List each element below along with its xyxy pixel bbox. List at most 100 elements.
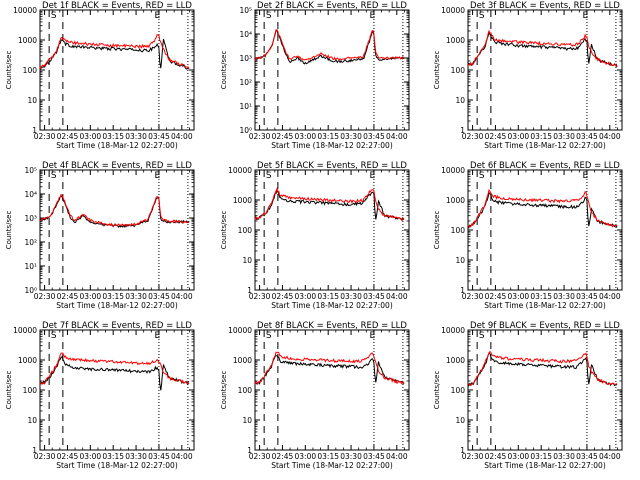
panel-title: Det 4f BLACK = Events, RED = LLD: [42, 161, 192, 171]
y-tick-label: 10000: [441, 6, 465, 15]
x-tick-label: 02:45: [272, 452, 294, 461]
x-tick-label: 02:45: [272, 292, 294, 301]
x-axis-label: Start Time (18-Mar-12 02:27:00): [484, 301, 606, 310]
x-tick-label: 03:00: [80, 132, 102, 141]
panel-title: Det 6f BLACK = Events, RED = LLD: [470, 161, 620, 171]
y-tick-label: 10000: [441, 166, 465, 175]
end-marker: E: [370, 171, 376, 181]
y-tick-label: 1000: [18, 356, 37, 365]
panel-title: Det 7f BLACK = Events, RED = LLD: [42, 321, 192, 331]
y-tick-label: 10: [27, 416, 37, 425]
lld-series-line: [467, 29, 618, 68]
panel-title: Det 2f BLACK = Events, RED = LLD: [257, 1, 407, 11]
y-tick-label: 1: [247, 446, 252, 455]
end-marker: E: [155, 11, 161, 21]
x-tick-label: 02:30: [34, 452, 56, 461]
events-series-line: [39, 38, 190, 70]
x-tick-label: 03:30: [125, 452, 147, 461]
y-tick-label: 10⁰: [239, 126, 252, 135]
events-series-line: [254, 355, 405, 385]
start-marker: S: [479, 331, 485, 341]
x-tick-label: 03:45: [576, 292, 598, 301]
lld-series-line: [467, 188, 618, 228]
lld-series-line: [39, 352, 190, 385]
x-tick-label: 03:00: [508, 132, 530, 141]
y-tick-label: 10000: [13, 6, 37, 15]
x-tick-label: 02:45: [485, 292, 507, 301]
x-tick-label: 03:15: [530, 292, 552, 301]
x-tick-label: 03:15: [102, 292, 124, 301]
x-tick-label: 03:45: [148, 452, 170, 461]
lld-series-line: [39, 33, 190, 70]
x-tick-label: 03:00: [295, 452, 317, 461]
x-tick-label: 03:45: [576, 132, 598, 141]
events-series-line: [39, 195, 190, 229]
events-series-line: [39, 356, 190, 391]
detector-panel-9: Det 9f BLACK = Events, RED = LLD 1 10 100 10…: [433, 321, 623, 470]
y-tick-label: 1000: [446, 356, 465, 365]
panel-title: Det 9f BLACK = Events, RED = LLD: [470, 321, 620, 331]
y-tick-label: 10000: [228, 166, 252, 175]
detector-panel-3: Det 3f BLACK = Events, RED = LLD 1 10 100 10…: [433, 1, 623, 150]
x-tick-label: 04:00: [171, 292, 193, 301]
x-tick-label: 02:45: [485, 452, 507, 461]
y-axis-label: Counts/sec: [5, 211, 13, 250]
x-tick-label: 03:15: [102, 452, 124, 461]
y-tick-label: 10000: [228, 326, 252, 335]
y-tick-label: 100: [451, 386, 466, 395]
start-marker: S: [51, 11, 57, 21]
x-tick-label: 02:45: [57, 452, 79, 461]
y-tick-label: 1000: [446, 196, 465, 205]
panel-title: Det 1f BLACK = Events, RED = LLD: [42, 1, 192, 11]
x-tick-label: 03:00: [508, 452, 530, 461]
end-marker: E: [583, 171, 589, 181]
events-series-line: [254, 189, 405, 222]
detector-panel-8: Det 8f BLACK = Events, RED = LLD 1 10 100 10…: [220, 321, 410, 470]
x-tick-label: 03:00: [508, 292, 530, 301]
start-marker: S: [479, 171, 485, 181]
x-tick-label: 03:30: [125, 132, 147, 141]
x-axis-label: Start Time (18-Mar-12 02:27:00): [484, 141, 606, 150]
y-tick-label: 100: [23, 66, 38, 75]
start-marker: S: [266, 171, 272, 181]
y-tick-label: 10¹: [24, 262, 37, 271]
x-tick-label: 03:00: [80, 452, 102, 461]
lld-series-line: [254, 187, 405, 222]
x-tick-label: 03:30: [553, 132, 575, 141]
x-tick-label: 03:15: [102, 132, 124, 141]
x-tick-label: 02:30: [34, 292, 56, 301]
x-tick-label: 04:00: [171, 132, 193, 141]
y-tick-label: 10000: [13, 326, 37, 335]
end-marker: E: [155, 171, 161, 181]
detector-panel-1: Det 1f BLACK = Events, RED = LLD 1 10 100 10…: [5, 1, 195, 150]
lld-series-line: [254, 351, 405, 386]
events-series-line: [467, 352, 618, 387]
y-tick-label: 10²: [24, 238, 37, 247]
x-tick-label: 03:15: [317, 452, 339, 461]
y-tick-label: 10³: [24, 214, 37, 223]
y-tick-label: 1: [32, 126, 37, 135]
end-marker: E: [370, 11, 376, 21]
y-tick-label: 10: [242, 256, 252, 265]
panel-title: Det 5f BLACK = Events, RED = LLD: [257, 161, 407, 171]
x-tick-label: 02:30: [462, 452, 484, 461]
x-tick-label: 02:30: [34, 132, 56, 141]
x-tick-label: 03:00: [295, 292, 317, 301]
x-tick-label: 02:30: [249, 292, 271, 301]
x-tick-label: 03:15: [530, 132, 552, 141]
y-tick-label: 1: [460, 446, 465, 455]
x-tick-label: 02:45: [57, 132, 79, 141]
x-tick-label: 03:15: [530, 452, 552, 461]
y-tick-label: 1000: [233, 356, 252, 365]
detector-panel-6: Det 6f BLACK = Events, RED = LLD 1 10 100 10…: [433, 161, 623, 310]
detector-panel-7: Det 7f BLACK = Events, RED = LLD 1 10 100 10…: [5, 321, 195, 470]
y-tick-label: 100: [238, 386, 253, 395]
x-tick-label: 03:45: [363, 292, 385, 301]
y-tick-label: 10¹: [239, 102, 252, 111]
x-tick-label: 03:30: [340, 292, 362, 301]
y-tick-label: 10000: [441, 326, 465, 335]
y-tick-label: 10²: [239, 78, 252, 87]
y-tick-label: 1: [32, 446, 37, 455]
x-tick-label: 03:45: [363, 132, 385, 141]
